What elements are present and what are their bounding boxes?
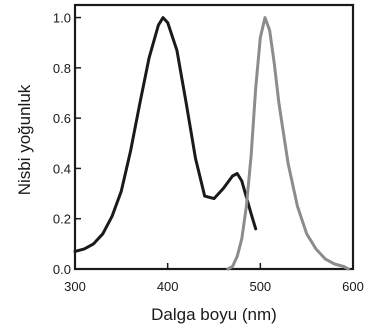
x-tick-label: 600 bbox=[342, 279, 364, 294]
y-axis-ticks: 0.0 0.2 0.4 0.6 0.8 1.0 bbox=[53, 11, 81, 277]
x-tick-label: 300 bbox=[64, 279, 86, 294]
x-tick-label: 400 bbox=[157, 279, 179, 294]
series-line-1 bbox=[73, 16, 258, 253]
y-tick-label: 0.0 bbox=[53, 262, 71, 277]
y-tick-label: 0.2 bbox=[53, 212, 71, 227]
y-axis-label: Nisbi yoğunluk bbox=[15, 84, 34, 195]
y-tick-label: 1.0 bbox=[53, 11, 71, 26]
y-tick-label: 0.6 bbox=[53, 111, 71, 126]
plot-frame bbox=[73, 3, 355, 271]
y-tick-label: 0.8 bbox=[53, 61, 71, 76]
x-axis-ticks: 300 400 500 600 bbox=[64, 263, 364, 294]
series-line-2 bbox=[226, 16, 350, 271]
x-axis-label: Dalga boyu (nm) bbox=[151, 305, 277, 324]
series-layer bbox=[73, 16, 350, 271]
y-tick-label: 0.4 bbox=[53, 161, 71, 176]
x-tick-label: 500 bbox=[249, 279, 271, 294]
